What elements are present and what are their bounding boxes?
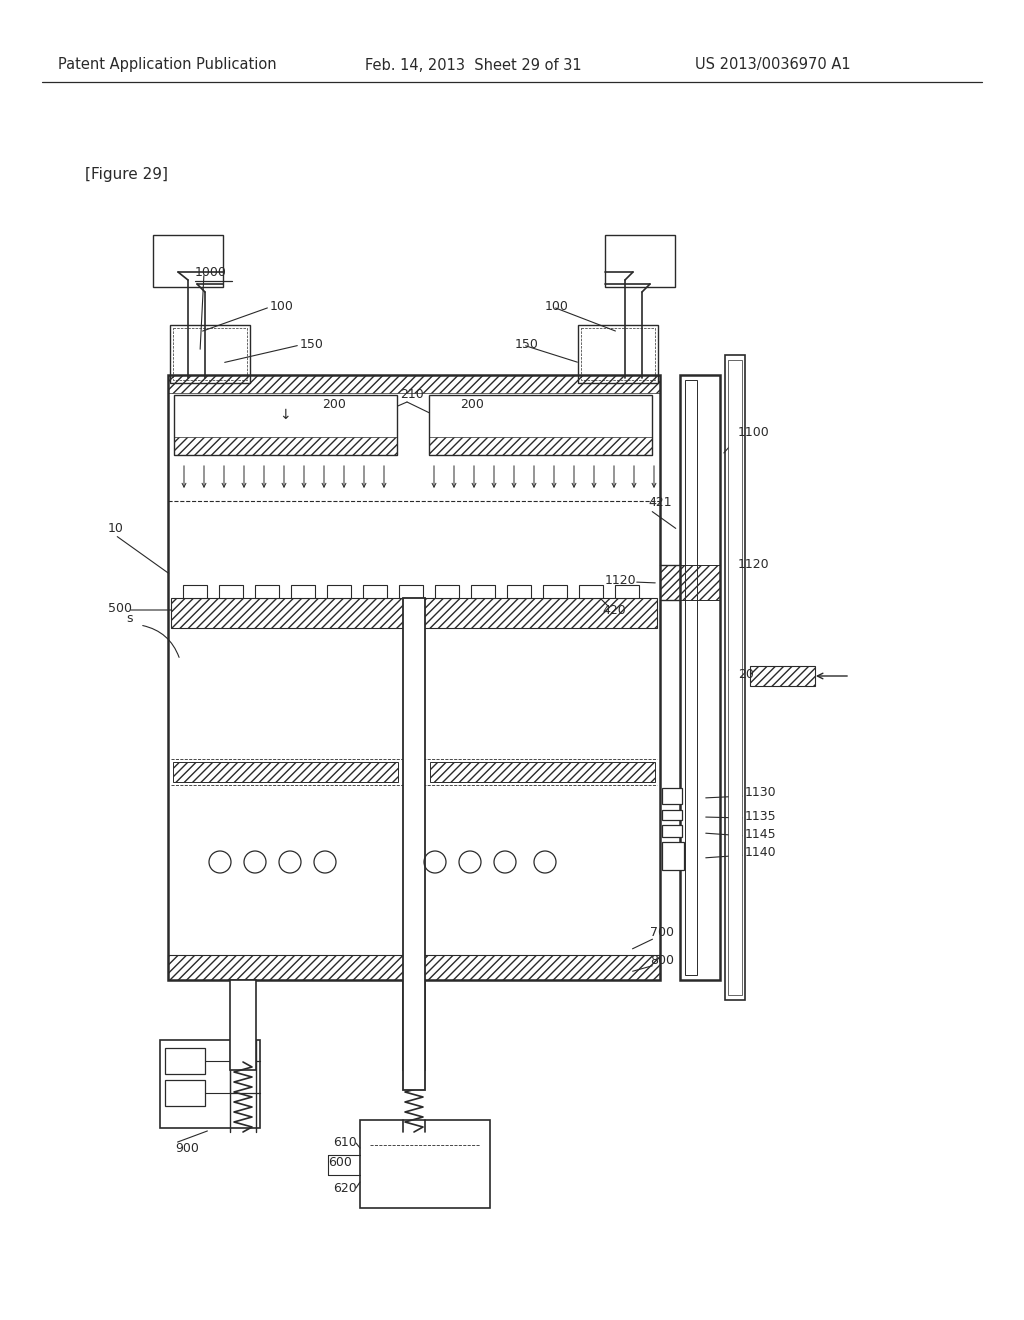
Bar (153, 235, 223, 286)
Text: 1135: 1135 (745, 810, 776, 824)
Bar (362, 585, 387, 598)
Bar (173, 762, 398, 781)
Text: 420: 420 (602, 603, 626, 616)
Text: 1120: 1120 (605, 573, 637, 586)
Bar (291, 585, 315, 598)
Text: 210: 210 (400, 388, 424, 401)
Bar (168, 375, 660, 979)
Bar (160, 1040, 260, 1129)
Bar (435, 585, 459, 598)
Text: 700: 700 (650, 925, 674, 939)
Bar (581, 327, 655, 380)
Bar (219, 585, 243, 598)
Bar (327, 585, 351, 598)
Text: 100: 100 (545, 301, 569, 314)
Bar (662, 825, 682, 837)
Bar (403, 979, 425, 1071)
Bar (165, 1048, 205, 1074)
Text: 1100: 1100 (738, 425, 770, 438)
Bar (168, 375, 660, 393)
Bar (230, 979, 256, 1071)
Bar (662, 842, 684, 870)
Bar (170, 325, 250, 383)
Text: 20: 20 (738, 668, 754, 681)
Bar (728, 360, 742, 995)
Text: 1000: 1000 (195, 265, 227, 279)
Text: Feb. 14, 2013  Sheet 29 of 31: Feb. 14, 2013 Sheet 29 of 31 (365, 58, 582, 73)
Text: 800: 800 (650, 953, 674, 966)
Text: s: s (127, 611, 133, 624)
Text: 620: 620 (333, 1181, 356, 1195)
Text: ↓: ↓ (280, 408, 291, 422)
Text: 610: 610 (333, 1137, 356, 1150)
Text: 100: 100 (270, 301, 294, 314)
Text: 200: 200 (460, 399, 484, 412)
Bar (685, 380, 697, 975)
Text: 1130: 1130 (745, 787, 776, 800)
Text: 500: 500 (108, 602, 132, 615)
Text: 10: 10 (108, 521, 124, 535)
Text: 200: 200 (322, 399, 346, 412)
Bar (399, 585, 423, 598)
Text: 900: 900 (175, 1142, 199, 1155)
Bar (429, 437, 652, 455)
Bar (255, 585, 279, 598)
Bar (725, 355, 745, 1001)
Bar (430, 762, 655, 781)
Text: 1145: 1145 (745, 828, 776, 841)
Bar (471, 585, 495, 598)
Bar (605, 235, 675, 286)
Text: 421: 421 (648, 496, 672, 510)
Text: 150: 150 (300, 338, 324, 351)
Text: US 2013/0036970 A1: US 2013/0036970 A1 (695, 58, 851, 73)
Bar (429, 395, 652, 455)
Bar (174, 395, 397, 455)
Bar (360, 1119, 490, 1208)
Bar (403, 598, 425, 1090)
Bar (165, 1080, 205, 1106)
Bar (680, 375, 720, 979)
Bar (183, 585, 207, 598)
Bar (579, 585, 603, 598)
Bar (615, 585, 639, 598)
Text: 150: 150 (515, 338, 539, 351)
Text: 1120: 1120 (738, 558, 770, 572)
Text: 1140: 1140 (745, 846, 776, 858)
Bar (543, 585, 567, 598)
Bar (660, 565, 720, 601)
Bar (173, 327, 247, 380)
Bar (750, 667, 815, 686)
Bar (168, 954, 660, 979)
Bar (171, 598, 657, 628)
Text: [Figure 29]: [Figure 29] (85, 168, 168, 182)
Bar (578, 325, 658, 383)
Bar (507, 585, 531, 598)
Text: 600: 600 (328, 1155, 352, 1168)
Bar (662, 810, 682, 820)
Bar (662, 788, 682, 804)
Text: Patent Application Publication: Patent Application Publication (58, 58, 276, 73)
Bar (174, 437, 397, 455)
